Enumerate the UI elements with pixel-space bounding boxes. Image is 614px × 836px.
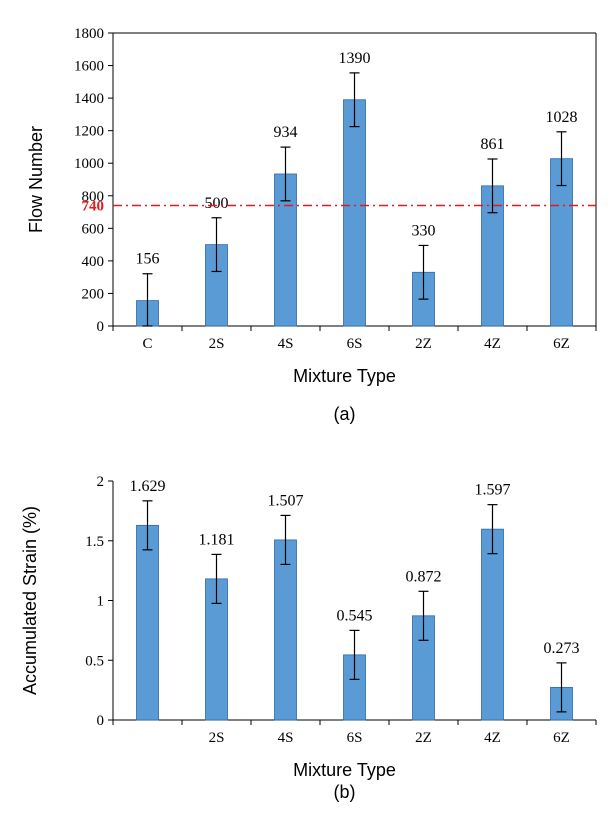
data-label: 934 bbox=[274, 124, 298, 141]
reference-line-label: 740 bbox=[82, 199, 105, 215]
data-label: 0.545 bbox=[337, 607, 373, 624]
x-tick-label: 2Z bbox=[415, 336, 432, 352]
x-tick-label: 2S bbox=[209, 336, 225, 352]
x-tick-label: 6S bbox=[347, 730, 363, 746]
y-tick-label: 0 bbox=[97, 713, 105, 729]
data-label: 1.597 bbox=[475, 482, 511, 499]
y-tick-label: 1600 bbox=[74, 59, 104, 75]
x-tick-label: 4S bbox=[278, 730, 294, 746]
y-tick-label: 1000 bbox=[74, 156, 104, 172]
y-tick-label: 800 bbox=[82, 189, 105, 205]
data-label: 1.629 bbox=[130, 478, 166, 495]
data-label: 0.872 bbox=[406, 568, 442, 585]
chart-panel-a: 0 200 400 600 800 1000 1200 1400 1600 1800 156 C 500… bbox=[26, 26, 597, 424]
bar-4Z bbox=[481, 528, 504, 721]
x-axis-title: Mixture Type bbox=[293, 366, 396, 386]
x-tick-label: 6Z bbox=[553, 730, 570, 746]
y-tick-label: 0 bbox=[97, 319, 105, 335]
bar-4S bbox=[274, 539, 297, 721]
chart-panel-b: 0 0.5 1 1.5 2 1.629 1.181 2S 1.507 4S 0.545 6S 0.872… bbox=[20, 474, 597, 802]
x-tick-label: 6S bbox=[347, 336, 363, 352]
y-axis-title: Accumulated Strain (%) bbox=[20, 506, 40, 695]
y-tick-label: 1800 bbox=[74, 26, 104, 42]
data-label: 1.181 bbox=[199, 531, 235, 548]
x-tick-label: 4S bbox=[278, 336, 294, 352]
bar-C bbox=[136, 524, 159, 721]
data-label: 500 bbox=[205, 195, 229, 212]
y-tick-label: 1400 bbox=[74, 91, 104, 107]
x-tick-label: 6Z bbox=[553, 336, 570, 352]
data-label: 1.507 bbox=[268, 492, 304, 509]
y-tick-label: 1.5 bbox=[85, 534, 104, 550]
y-tick-label: 1 bbox=[97, 594, 105, 610]
y-tick-label: 600 bbox=[82, 221, 105, 237]
x-tick-label: 4Z bbox=[484, 336, 501, 352]
data-label: 1028 bbox=[546, 109, 578, 126]
x-tick-label: 2S bbox=[209, 730, 225, 746]
x-tick-label: C bbox=[142, 336, 152, 352]
y-tick-label: 1200 bbox=[74, 124, 104, 140]
data-label: 156 bbox=[136, 251, 160, 268]
y-axis-title: Flow Number bbox=[26, 126, 46, 233]
y-tick-label: 400 bbox=[82, 254, 105, 270]
bar-6S bbox=[343, 99, 366, 327]
x-tick-label: 2Z bbox=[415, 730, 432, 746]
data-label: 330 bbox=[412, 222, 436, 239]
x-tick-label: 4Z bbox=[484, 730, 501, 746]
y-tick-label: 0.5 bbox=[85, 653, 104, 669]
y-tick-label: 200 bbox=[82, 286, 105, 302]
data-label: 1390 bbox=[339, 50, 371, 67]
data-label: 0.273 bbox=[544, 640, 580, 657]
data-label: 861 bbox=[481, 136, 505, 153]
panel-label: (a) bbox=[334, 404, 356, 424]
y-tick-label: 2 bbox=[97, 474, 105, 490]
x-axis-title: Mixture Type bbox=[293, 760, 396, 780]
panel-label: (b) bbox=[334, 782, 356, 802]
